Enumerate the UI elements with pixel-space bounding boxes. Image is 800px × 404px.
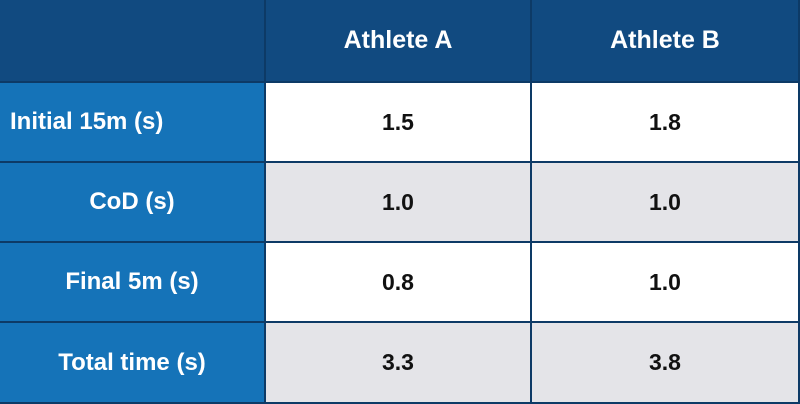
cell-cod-athlete-a: 1.0 [266,163,532,243]
row-label-total-time: Total time (s) [0,323,266,404]
cell-initial-15m-athlete-b: 1.8 [532,83,800,163]
row-label-initial-15m: Initial 15m (s) [0,83,266,163]
cell-cod-athlete-b: 1.0 [532,163,800,243]
cell-total-time-athlete-b: 3.8 [532,323,800,404]
header-athlete-a: Athlete A [266,0,532,83]
row-label-cod: CoD (s) [0,163,266,243]
header-athlete-b: Athlete B [532,0,800,83]
cell-total-time-athlete-a: 3.3 [266,323,532,404]
cell-final-5m-athlete-b: 1.0 [532,243,800,323]
row-label-final-5m: Final 5m (s) [0,243,266,323]
cell-final-5m-athlete-a: 0.8 [266,243,532,323]
table-corner [0,0,266,83]
cell-initial-15m-athlete-a: 1.5 [266,83,532,163]
